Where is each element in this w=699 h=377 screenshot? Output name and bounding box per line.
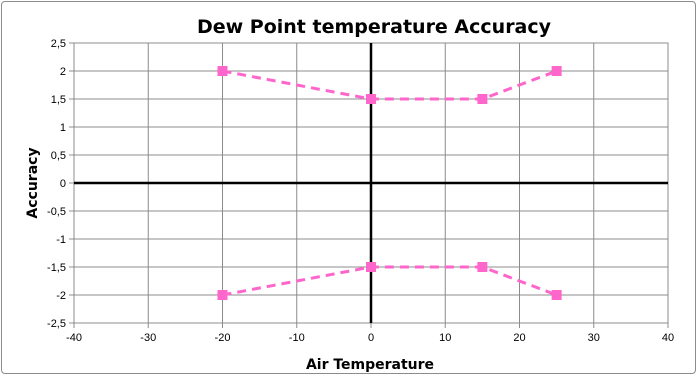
y-tick-label: -0,5 [47, 206, 66, 218]
y-tick-label: -1,5 [47, 262, 66, 274]
x-tick-label: 20 [513, 332, 525, 344]
x-tick-label: 10 [439, 332, 451, 344]
series-1-line [222, 69, 558, 101]
axes [74, 43, 668, 323]
y-tick-label: -2,5 [47, 318, 66, 330]
tick-labels: -40 -30 -20 -10 0 10 20 30 40 2,5 2 1,5 1 0,5 0 -0,5 -1 -… [47, 38, 674, 344]
series-1-point [217, 66, 228, 76]
series-1-point [551, 66, 562, 76]
y-tick-label: -2 [56, 290, 66, 302]
chart-title: Dew Point temperature Accuracy [197, 16, 552, 38]
x-tick-label: 30 [588, 332, 600, 344]
series-2-point [217, 290, 228, 300]
series [217, 66, 562, 300]
x-axis-title: Air Temperature [306, 357, 434, 373]
y-tick-label: -1 [56, 234, 66, 246]
grid [69, 42, 669, 328]
series-2-point [551, 290, 562, 300]
y-tick-label: 0 [60, 178, 66, 190]
series-2-line [222, 265, 558, 297]
x-tick-label: 0 [368, 332, 374, 344]
y-tick-label: 2,5 [51, 38, 66, 50]
x-tick-label: -20 [215, 332, 231, 344]
series-1-point [366, 94, 376, 104]
y-axis-title: Accuracy [25, 147, 41, 218]
y-tick-label: 2 [60, 66, 66, 78]
x-tick-label: -10 [289, 332, 305, 344]
x-tick-label: -40 [66, 332, 82, 344]
series-1-point [477, 94, 488, 104]
series-2-point [366, 262, 376, 272]
series-2-point [477, 262, 488, 272]
x-tick-label: 40 [662, 332, 674, 344]
y-tick-label: 1 [60, 122, 66, 134]
y-tick-label: 0,5 [51, 150, 66, 162]
y-tick-label: 1,5 [51, 94, 66, 106]
x-tick-label: -30 [140, 332, 156, 344]
